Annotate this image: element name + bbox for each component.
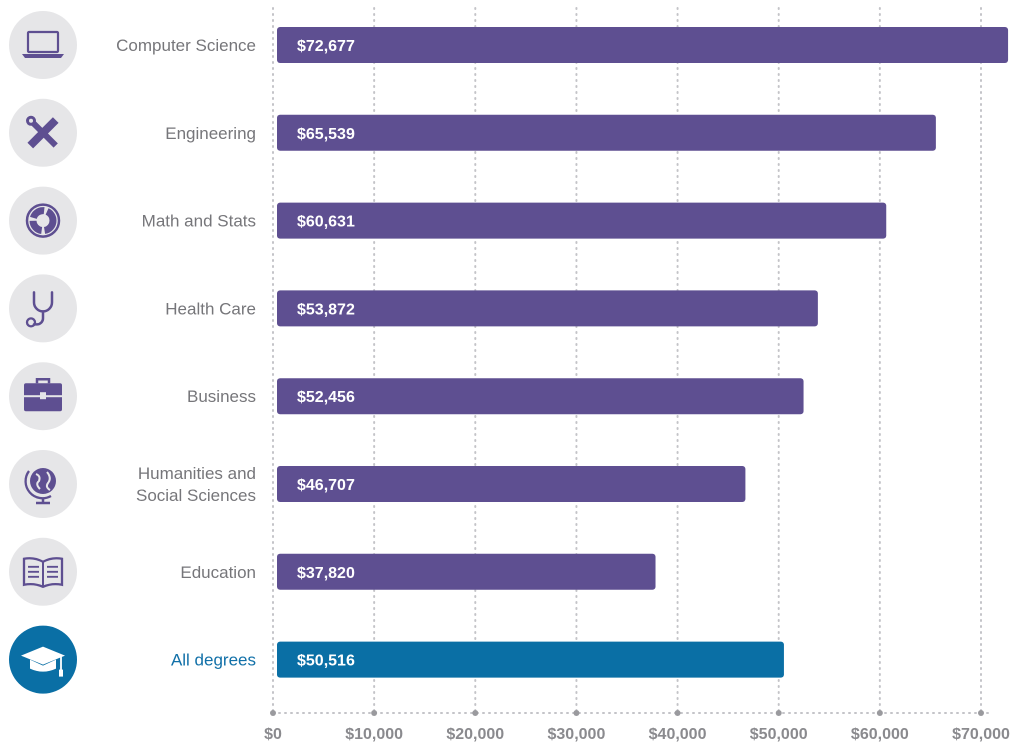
category-label: Engineering (165, 124, 256, 143)
x-tick-mark (674, 710, 681, 716)
bar (277, 202, 887, 239)
x-tick-mark (775, 710, 782, 716)
bar (277, 466, 746, 502)
x-tick-label: $0 (264, 726, 282, 743)
x-tick-mark (978, 710, 984, 716)
category-label: Health Care (165, 299, 256, 318)
category-label: Humanities and Social Sciences (136, 464, 256, 505)
bar-value-label: $65,539 (297, 126, 355, 143)
briefcase-icon (9, 362, 77, 431)
ruler-wrench-icon (9, 98, 77, 167)
category-label: Computer Science (116, 36, 256, 55)
bar (277, 378, 804, 415)
category-label: All degrees (171, 651, 256, 670)
bar (277, 641, 784, 678)
bar-value-label: $72,677 (297, 38, 355, 55)
bar-value-label: $37,820 (297, 565, 355, 582)
bar (277, 114, 936, 151)
bar (277, 553, 656, 590)
bar-value-label: $46,707 (297, 477, 355, 494)
bar (277, 27, 1009, 63)
category-label: Math and Stats (142, 212, 256, 231)
pie-chart-icon (9, 186, 77, 255)
x-tick-label: $10,000 (345, 726, 403, 743)
stethoscope-icon (9, 274, 77, 343)
bar-value-label: $60,631 (297, 214, 355, 231)
category-label: Education (180, 563, 256, 582)
bar (277, 290, 818, 327)
laptop-icon (9, 11, 77, 79)
x-tick-mark (472, 710, 479, 716)
open-book-icon (9, 537, 77, 606)
x-tick-label: $30,000 (548, 726, 606, 743)
x-tick-mark (371, 710, 378, 716)
x-tick-mark (876, 710, 883, 716)
globe-icon (9, 450, 77, 518)
x-tick-mark (573, 710, 580, 716)
bar-value-label: $53,872 (297, 301, 355, 318)
x-tick-label: $40,000 (649, 726, 707, 743)
x-tick-mark (270, 710, 276, 716)
x-tick-label: $20,000 (446, 726, 504, 743)
graduation-cap-icon (9, 625, 77, 694)
grid-lines (373, 7, 982, 714)
bar-value-label: $50,516 (297, 653, 355, 670)
x-tick-label: $50,000 (750, 726, 808, 743)
x-tick-label: $60,000 (851, 726, 909, 743)
x-tick-label: $70,000 (952, 726, 1010, 743)
category-label: Business (187, 387, 256, 406)
bar-value-label: $52,456 (297, 389, 355, 406)
